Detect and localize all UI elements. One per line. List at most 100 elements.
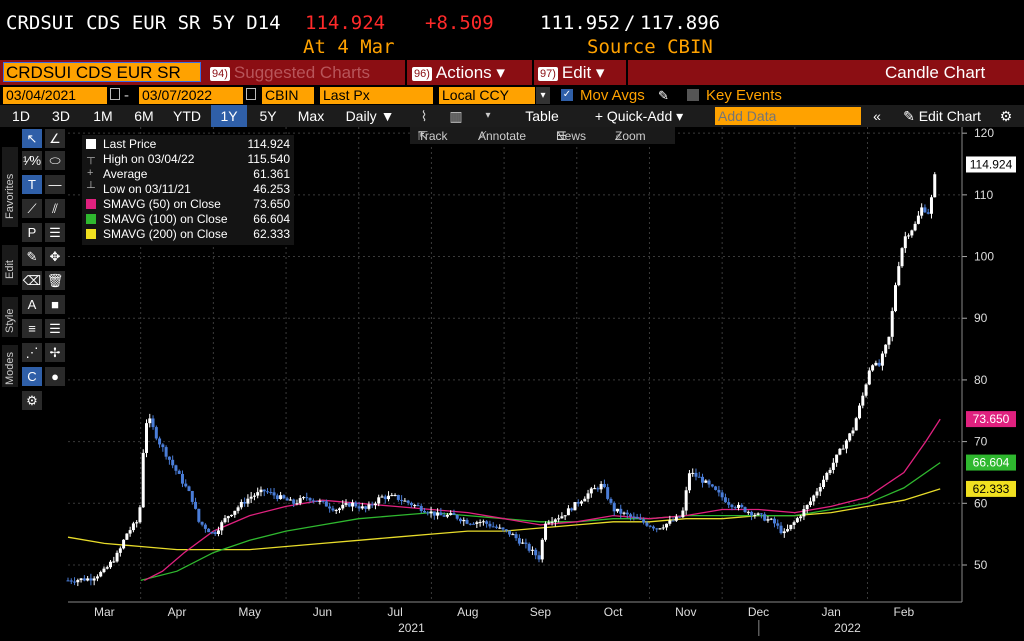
candle-body (488, 523, 492, 527)
candle-body (527, 543, 531, 551)
fibonacci-icon[interactable]: ☰ (45, 223, 65, 242)
palette-icon[interactable]: ● (45, 367, 65, 386)
mov-avgs-checkbox[interactable]: ✓ (561, 89, 573, 101)
percent-tool-icon[interactable]: ¹⁄% (22, 151, 42, 170)
style-tab[interactable]: Style (2, 297, 18, 337)
edit-chart-button[interactable]: ✎ Edit Chart (894, 105, 990, 127)
candle-icon[interactable]: ▥ (449, 108, 463, 124)
line-style-icon[interactable]: ☰ (45, 319, 65, 338)
suggested-charts-button[interactable]: 94) Suggested Charts (210, 60, 370, 85)
favorites-tab[interactable]: Favorites (2, 147, 18, 227)
legend-swatch (86, 229, 96, 239)
period-1d-button[interactable]: 1D (12, 108, 30, 124)
key-events-checkbox[interactable] (687, 89, 699, 101)
modes-tab[interactable]: Modes (2, 345, 18, 387)
candle-body (907, 235, 911, 237)
candle-body (256, 492, 260, 496)
price-field-select[interactable]: Last Px (320, 87, 433, 104)
candle-body (871, 365, 875, 371)
period-5y-button[interactable]: 5Y (259, 108, 277, 124)
range-low: 111.952 (540, 12, 621, 34)
candle-body (311, 500, 315, 502)
last-value-tag (966, 156, 1016, 173)
actions-menu[interactable]: 96) Actions ▾ (412, 60, 505, 85)
candle-body (861, 395, 865, 406)
period-6m-button[interactable]: 6M (134, 108, 154, 124)
source-field[interactable]: CBIN (262, 87, 314, 104)
candle-body (720, 492, 724, 498)
candle-body (494, 526, 498, 528)
calendar-icon[interactable] (246, 88, 256, 100)
frequency-select[interactable]: Daily ▼ (345, 108, 395, 124)
x-tick-label: Mar (94, 605, 115, 619)
edit-menu[interactable]: 97) Edit ▾ (538, 60, 604, 85)
gear-icon[interactable]: ⚙ (22, 391, 42, 410)
calendar-icon[interactable] (110, 88, 120, 100)
candle-body (144, 423, 148, 453)
candle-body (295, 503, 299, 505)
line-chart-icon[interactable]: ⌇ (420, 108, 428, 124)
period-1m-button[interactable]: 1M (93, 108, 113, 124)
line-weight-icon[interactable]: ≡ (22, 319, 42, 338)
chevron-down-icon[interactable]: ▾ (485, 110, 491, 121)
ellipse-icon[interactable]: ⬭ (45, 151, 65, 170)
collapse-icon[interactable]: « (873, 108, 881, 124)
channel-icon[interactable]: ⫽ (45, 199, 65, 218)
quick-add-button[interactable]: + Quick-Add ▾ (594, 108, 684, 124)
candle-body (625, 512, 629, 515)
chart-legend[interactable]: Last Price 114.924 ┬ High on 03/04/22 11… (82, 135, 294, 245)
pointer-icon[interactable]: ↖ (22, 129, 42, 148)
pitchfork-icon[interactable]: P (22, 223, 42, 242)
period-ytd-button[interactable]: YTD (173, 108, 201, 124)
color-swatch-icon[interactable]: ■ (45, 295, 65, 314)
move-icon[interactable]: ✥ (45, 247, 65, 266)
candle-body (772, 518, 776, 524)
crosshair-icon[interactable]: ⋰ (22, 343, 42, 362)
trendline-icon[interactable]: ⟋ (22, 199, 42, 218)
table-button[interactable]: Table (525, 108, 559, 124)
gear-icon[interactable]: ⚙ (999, 108, 1013, 124)
magnet-icon[interactable]: C (22, 367, 42, 386)
pencil-icon[interactable]: ✎ (658, 88, 669, 103)
end-date-field[interactable]: 03/07/2022 (139, 87, 243, 104)
trash-icon[interactable]: 🗑 (45, 271, 65, 290)
candle-body (445, 514, 449, 517)
candle-body (370, 504, 374, 506)
candle-body (746, 511, 750, 513)
eraser-icon[interactable]: ⌫ (22, 271, 42, 290)
edit-tab[interactable]: Edit (2, 245, 18, 285)
period-3d-button[interactable]: 3D (52, 108, 70, 124)
candle-body (279, 495, 283, 500)
add-data-input[interactable] (715, 107, 861, 125)
legend-value: 46.253 (253, 182, 290, 196)
legend-name: Low on 03/11/21 (103, 182, 191, 196)
candle-body (638, 518, 642, 520)
candle-body (171, 459, 175, 466)
candle-body (184, 483, 188, 487)
candle-body (292, 499, 296, 504)
start-date-field[interactable]: 03/04/2021 (3, 87, 107, 104)
text-tool-icon[interactable]: T (22, 175, 42, 194)
divider (626, 60, 628, 85)
period-1y-button[interactable]: 1Y (211, 105, 247, 127)
period-max-button[interactable]: Max (297, 108, 325, 124)
snap-icon[interactable]: ✢ (45, 343, 65, 362)
security-input[interactable]: CRDSUI CDS EUR SR (3, 62, 201, 82)
candle-body (815, 491, 819, 496)
legend-name: SMAVG (200) on Close (103, 227, 228, 241)
candle-body (66, 580, 70, 582)
candle-body (419, 505, 423, 512)
y-tick-label: 110 (974, 188, 993, 202)
candle-body (802, 509, 806, 517)
line-tool-icon[interactable]: ∠ (45, 129, 65, 148)
chevron-down-icon[interactable]: ▾ (536, 87, 550, 104)
horizontal-line-icon[interactable]: — (45, 175, 65, 194)
font-icon[interactable]: A (22, 295, 42, 314)
track-label: Track (418, 129, 448, 143)
candle-body (635, 516, 639, 519)
pencil-icon[interactable]: ✎ (22, 247, 42, 266)
candle-body (864, 384, 868, 396)
currency-select[interactable]: Local CCY (439, 87, 535, 104)
divider (532, 60, 534, 85)
candle-body (396, 494, 400, 500)
